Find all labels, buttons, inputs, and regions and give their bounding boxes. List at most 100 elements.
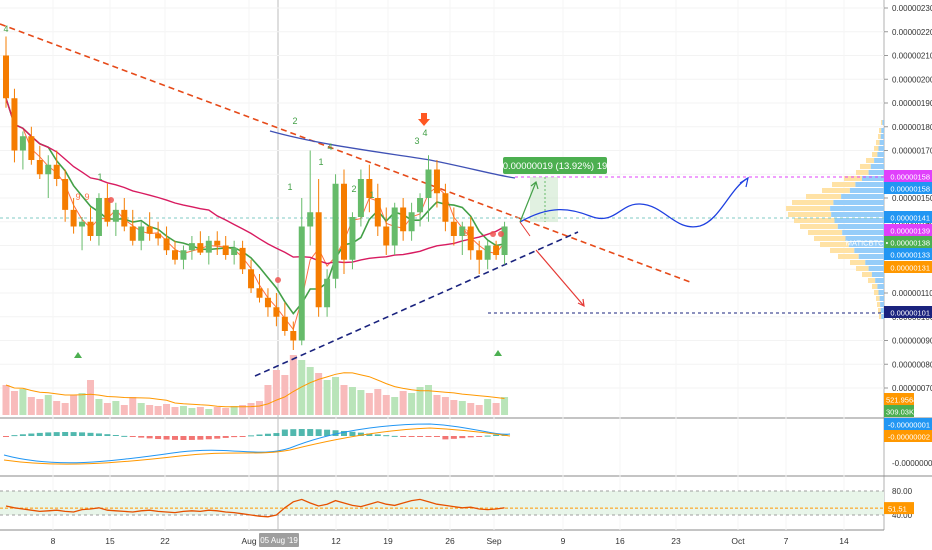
macd-histogram-bar <box>172 436 178 440</box>
count-label: 2 <box>351 184 356 194</box>
candle-body <box>391 207 398 246</box>
macd-histogram-bar <box>19 434 26 436</box>
price-tick-label: 0.00000070 <box>892 384 932 393</box>
macd-signal <box>3 427 511 465</box>
volume-tag-label: 521.9564K <box>886 396 922 405</box>
price-tag <box>884 306 932 318</box>
profile-bar-sell <box>872 152 878 157</box>
candle-body <box>484 245 491 260</box>
profile-bar-buy <box>831 212 884 217</box>
profile-bar-sell <box>806 194 842 199</box>
candle-body <box>349 217 356 260</box>
count-label: 9 <box>463 228 468 238</box>
macd-histogram-bar <box>442 436 449 440</box>
macd-histogram-bar <box>104 434 111 436</box>
macd-histogram-bar <box>163 436 170 440</box>
profile-bar-sell <box>856 170 869 175</box>
price-tag <box>884 211 932 223</box>
volume-bar <box>425 385 432 415</box>
profile-bar-buy <box>842 230 884 235</box>
candle-body <box>112 209 119 222</box>
price-tags: 0.00000158 0.00000158 0.00000141 0.00000139… <box>846 170 932 515</box>
volume-bar <box>196 407 204 415</box>
volume-bar <box>10 391 18 415</box>
volume-bar <box>120 405 128 415</box>
profile-bar-sell <box>879 314 882 319</box>
candle-body <box>357 179 364 217</box>
candle-body <box>129 226 136 241</box>
volume-bar <box>450 400 458 415</box>
macd-histogram-bar <box>188 436 195 440</box>
price-tag-label: 0.00000101 <box>890 309 930 318</box>
macd-histogram-bar <box>307 429 314 436</box>
volume-bar <box>501 397 509 415</box>
profile-bar-buy <box>879 140 884 145</box>
candle-body <box>205 240 212 253</box>
candle-body <box>298 226 305 341</box>
profile-bar-buy <box>865 260 884 265</box>
candle-body <box>501 226 508 255</box>
price-tick-label: 0.00000090 <box>892 337 932 346</box>
profile-bar-sell <box>814 236 846 241</box>
count-label: 4 <box>422 128 427 138</box>
time-tick-label: 14 <box>839 536 849 546</box>
price-tick-label: 0.00000210 <box>892 52 932 61</box>
price-tick-label: 0.00000080 <box>892 360 932 369</box>
macd-histogram-bar <box>3 436 9 437</box>
volume-bar <box>467 403 475 415</box>
profile-bar-buy <box>858 254 884 259</box>
time-tick-label: 22 <box>160 536 170 546</box>
time-axis[interactable]: 8 15 22 Aug 12 19 26 Sep 9 16 23 Oct 7 14 05 Aug '19 <box>0 531 884 550</box>
price-tag-label: 0.00000158 <box>890 173 930 182</box>
macd-histogram-bar <box>87 432 94 436</box>
count-label: 1 <box>318 157 323 167</box>
count-label: 3 <box>414 136 419 146</box>
profile-bar-sell <box>850 260 866 265</box>
macd-histogram-bar <box>315 429 322 436</box>
volume-bar <box>264 385 272 415</box>
macd-histogram-bar <box>281 429 288 436</box>
candle-body <box>417 198 424 213</box>
count-label: 1 <box>369 190 374 200</box>
candle-body <box>172 250 178 260</box>
macd-histogram-bar <box>273 433 280 436</box>
volume-bar <box>188 408 196 415</box>
time-tick-label: 7 <box>784 536 789 546</box>
price-tag <box>884 170 932 182</box>
price-tick-label: 0.00000170 <box>892 147 932 156</box>
macd-histogram-bar <box>298 429 305 436</box>
profile-bar-buy <box>849 188 884 193</box>
price-tag-label: MATICBTC • 0.00000138 <box>846 239 930 248</box>
candle-body <box>366 179 373 198</box>
candle-body <box>138 226 145 241</box>
volume-bar <box>95 399 103 415</box>
profile-bar-buy <box>880 308 884 313</box>
profile-bar-sell <box>856 266 869 271</box>
volume-bar <box>61 403 69 415</box>
profile-bar-buy <box>874 158 884 163</box>
ma-slow <box>5 98 505 265</box>
price-tick-label: 0.00000190 <box>892 99 932 108</box>
profile-bar-sell <box>844 176 862 181</box>
count-label: 2 <box>292 116 297 126</box>
candle-body <box>87 221 94 236</box>
profile-bar-sell <box>872 284 878 289</box>
macd-histogram-bar <box>146 436 153 439</box>
profile-bar-sell <box>876 296 880 301</box>
macd-histogram-bar <box>476 436 483 437</box>
price-axis-area <box>884 0 932 550</box>
profile-bar-sell <box>879 128 882 133</box>
macd-tag-label: -0.00000001 <box>888 421 930 430</box>
volume-bar <box>53 401 61 415</box>
candle-body <box>36 160 43 175</box>
volume-bar <box>382 395 390 415</box>
volume-bar <box>137 403 145 415</box>
candle-body <box>11 98 18 151</box>
macd-histogram-bar <box>45 432 52 436</box>
crosshair-date-tag <box>259 533 299 547</box>
price-tag-label: 0.00000158 <box>890 185 930 194</box>
signal-dot <box>498 231 504 237</box>
candle-body <box>332 183 339 279</box>
